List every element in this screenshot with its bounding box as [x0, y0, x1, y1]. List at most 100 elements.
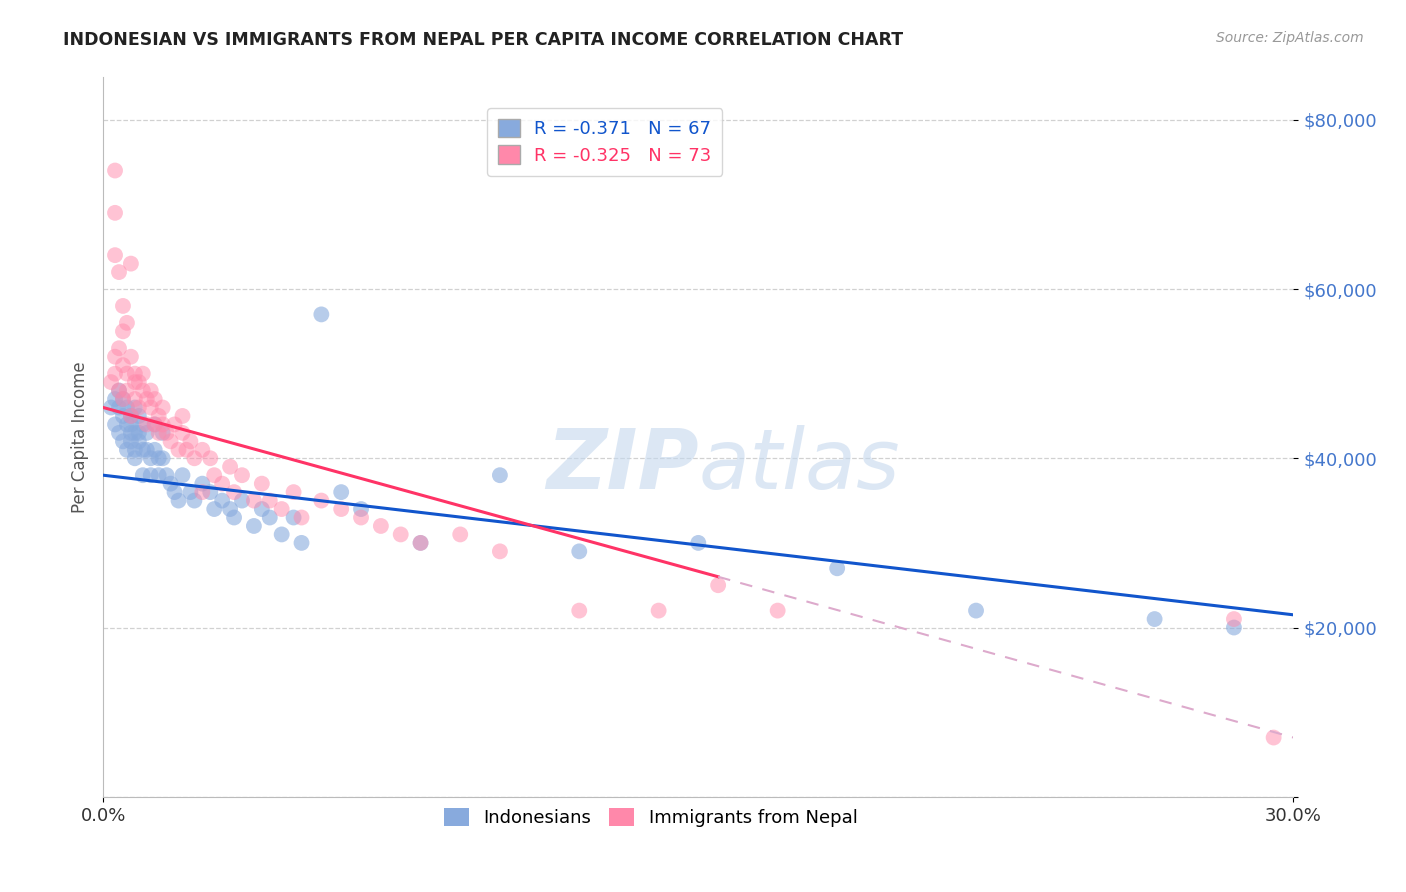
Point: [115, 417, 138, 432]
Point: [135, 425, 157, 440]
Point: [135, 392, 157, 406]
Point: [152, 417, 174, 432]
Point: [1223, 612, 1246, 626]
Point: [128, 434, 150, 449]
Point: [104, 248, 127, 262]
Point: [108, 425, 131, 440]
Point: [311, 493, 333, 508]
Point: [128, 425, 150, 440]
Point: [688, 536, 710, 550]
Point: [568, 544, 591, 558]
Point: [104, 350, 127, 364]
Point: [766, 604, 789, 618]
Point: [191, 485, 214, 500]
Point: [259, 493, 281, 508]
Point: [111, 409, 134, 423]
Point: [250, 476, 273, 491]
Point: [152, 451, 174, 466]
Point: [172, 409, 194, 423]
Point: [124, 367, 146, 381]
Point: [132, 417, 155, 432]
Point: [104, 367, 127, 381]
Point: [163, 485, 186, 500]
Point: [172, 468, 194, 483]
Point: [124, 375, 146, 389]
Point: [568, 604, 591, 618]
Point: [111, 299, 134, 313]
Point: [965, 604, 987, 618]
Point: [108, 265, 131, 279]
Text: ZIP: ZIP: [546, 425, 699, 507]
Point: [222, 485, 245, 500]
Point: [132, 468, 155, 483]
Point: [330, 502, 353, 516]
Point: [128, 409, 150, 423]
Point: [259, 510, 281, 524]
Point: [124, 392, 146, 406]
Point: [100, 401, 122, 415]
Text: INDONESIAN VS IMMIGRANTS FROM NEPAL PER CAPITA INCOME CORRELATION CHART: INDONESIAN VS IMMIGRANTS FROM NEPAL PER …: [63, 31, 904, 49]
Point: [231, 493, 253, 508]
Point: [1223, 621, 1246, 635]
Point: [120, 257, 142, 271]
Point: [211, 493, 233, 508]
Point: [115, 442, 138, 457]
Point: [350, 510, 373, 524]
Point: [159, 476, 181, 491]
Point: [707, 578, 730, 592]
Text: atlas: atlas: [699, 425, 900, 507]
Point: [120, 350, 142, 364]
Point: [1143, 612, 1166, 626]
Point: [104, 206, 127, 220]
Point: [202, 468, 225, 483]
Point: [132, 384, 155, 398]
Point: [108, 384, 131, 398]
Point: [311, 307, 333, 321]
Point: [132, 442, 155, 457]
Point: [120, 425, 142, 440]
Point: [231, 468, 253, 483]
Point: [139, 468, 162, 483]
Point: [202, 502, 225, 516]
Point: [148, 425, 170, 440]
Point: [211, 476, 233, 491]
Point: [283, 510, 305, 524]
Point: [111, 392, 134, 406]
Point: [124, 451, 146, 466]
Point: [219, 502, 242, 516]
Point: [148, 409, 170, 423]
Point: [449, 527, 471, 541]
Point: [183, 493, 205, 508]
Point: [250, 502, 273, 516]
Point: [222, 510, 245, 524]
Point: [409, 536, 432, 550]
Y-axis label: Per Capita Income: Per Capita Income: [72, 361, 89, 513]
Point: [152, 425, 174, 440]
Point: [111, 434, 134, 449]
Point: [200, 485, 222, 500]
Point: [135, 442, 157, 457]
Point: [489, 468, 512, 483]
Point: [200, 451, 222, 466]
Text: Source: ZipAtlas.com: Source: ZipAtlas.com: [1216, 31, 1364, 45]
Point: [139, 384, 162, 398]
Point: [243, 493, 266, 508]
Point: [159, 434, 181, 449]
Point: [156, 468, 179, 483]
Point: [825, 561, 848, 575]
Point: [148, 468, 170, 483]
Point: [120, 409, 142, 423]
Point: [143, 392, 166, 406]
Point: [143, 442, 166, 457]
Point: [111, 324, 134, 338]
Point: [219, 459, 242, 474]
Point: [191, 442, 214, 457]
Point: [124, 442, 146, 457]
Point: [115, 401, 138, 415]
Point: [115, 384, 138, 398]
Point: [243, 519, 266, 533]
Point: [283, 485, 305, 500]
Point: [135, 417, 157, 432]
Point: [111, 392, 134, 406]
Point: [100, 375, 122, 389]
